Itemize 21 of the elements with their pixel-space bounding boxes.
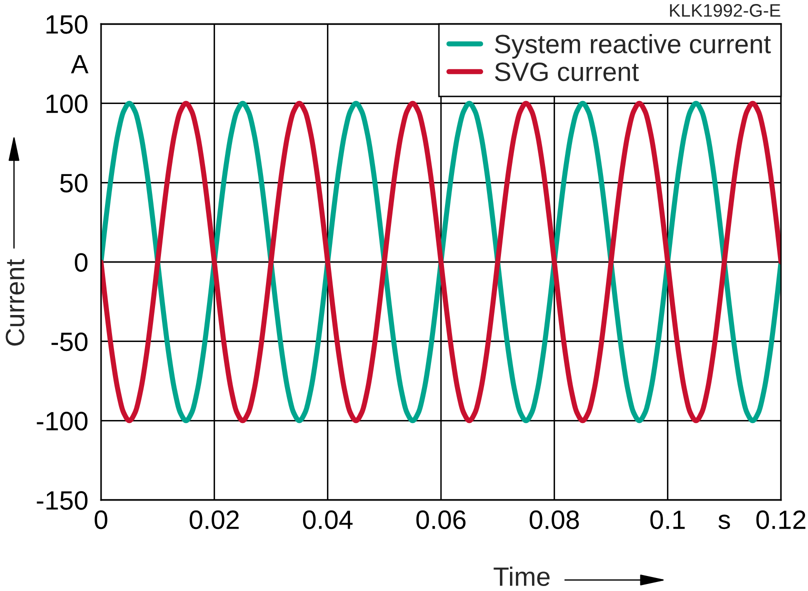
y-tick-label: -150 bbox=[36, 491, 88, 510]
x-tick-label: 0.04 bbox=[303, 510, 353, 530]
legend-label: SVG current bbox=[495, 62, 639, 82]
y-tick-label: 100 bbox=[46, 94, 88, 114]
y-axis-title: Current bbox=[6, 259, 24, 346]
x-axis-title: Time bbox=[494, 566, 550, 586]
y-tick-label: -50 bbox=[52, 332, 88, 352]
y-tick-label: 150 bbox=[46, 15, 88, 34]
y-tick-label: 0 bbox=[74, 253, 88, 272]
x-tick-label: 0.02 bbox=[190, 510, 239, 530]
x-tick-label: 0.1 bbox=[650, 510, 685, 530]
text: KLK1992-G-E bbox=[670, 4, 780, 17]
x-tick-label: 0 bbox=[94, 510, 108, 530]
x-tick-label: s bbox=[718, 514, 730, 530]
x-tick-label: 0.08 bbox=[530, 510, 579, 530]
y-tick-label: 50 bbox=[60, 174, 88, 192]
y-tick-label: A bbox=[70, 55, 88, 74]
x-tick-label: 0.12 bbox=[756, 510, 806, 530]
x-tick-label: 0.06 bbox=[416, 510, 466, 530]
y-tick-label: -100 bbox=[36, 412, 88, 430]
legend-label: System reactive current bbox=[495, 34, 771, 59]
